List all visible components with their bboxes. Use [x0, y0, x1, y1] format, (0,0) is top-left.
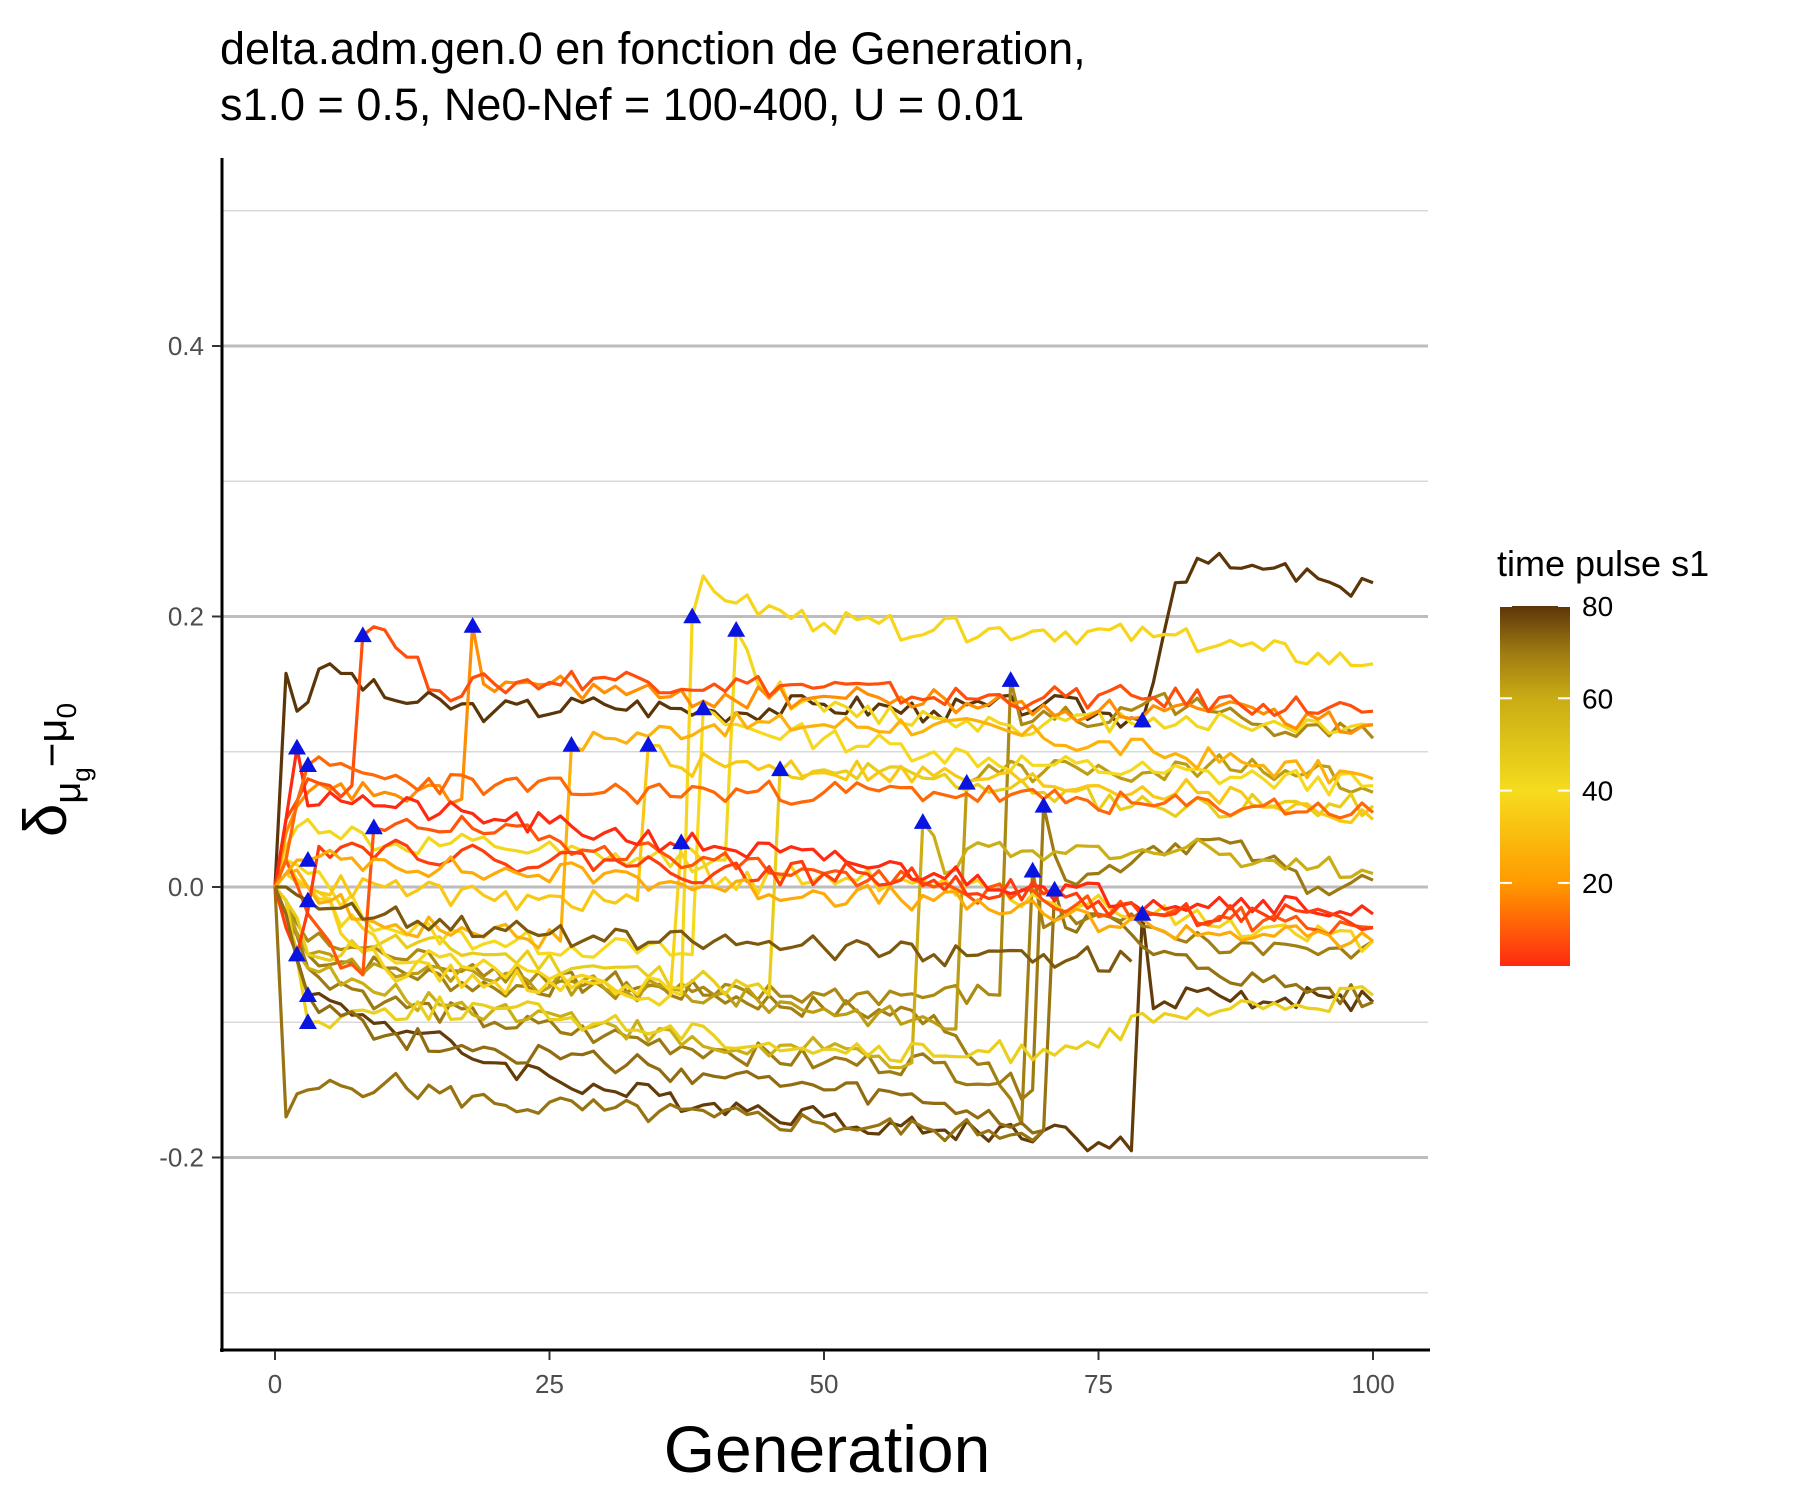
pulse-marker-19 [287, 945, 306, 962]
y-tick-label-3: 0.4 [168, 331, 204, 361]
pulse-marker-8 [771, 760, 790, 777]
y-title-g-subsub: g [66, 767, 96, 781]
pulse-marker-15 [463, 616, 482, 633]
y-axis-ticks: -0.2 0.0 0.2 0.4 [159, 331, 221, 1173]
x-tick-label-4: 100 [1351, 1369, 1394, 1399]
pulse-marker-21 [298, 850, 317, 867]
y-tick-label-2: 0.2 [168, 602, 204, 632]
x-tick-label-2: 50 [810, 1369, 839, 1399]
series-line-15 [273, 624, 1374, 888]
y-title-delta: δ [12, 804, 79, 837]
y-axis-title: δμg−μ0 [12, 703, 96, 837]
pulse-marker-13 [639, 735, 658, 752]
pulse-marker-6 [957, 773, 976, 790]
series-line-23 [275, 885, 1133, 973]
pulse-marker-17 [353, 626, 372, 643]
chart-title-line-1: delta.adm.gen.0 en fonction de Generatio… [220, 23, 1086, 74]
series-line-22 [273, 885, 1374, 1065]
pulse-marker-11 [683, 607, 702, 624]
series-line-14 [273, 711, 1374, 950]
legend-title: time pulse s1 [1497, 543, 1709, 584]
series-lines [273, 551, 1375, 1153]
y-title-minus: − [28, 743, 75, 768]
y-title-mu-sub: μ [47, 782, 89, 804]
svg-text:δμg−μ0: δμg−μ0 [12, 703, 96, 837]
y-tick-label-1: 0.0 [168, 872, 204, 902]
series-line-0 [273, 551, 1374, 888]
pulse-marker-16 [364, 818, 383, 835]
pulse-marker-7 [913, 813, 932, 829]
series-line-24 [273, 886, 1044, 1135]
x-axis-title: Generation [664, 1412, 991, 1486]
colorbar [1500, 606, 1570, 966]
series-line-11 [273, 574, 1374, 997]
x-tick-label-3: 75 [1084, 1369, 1113, 1399]
pulse-marker-5 [1001, 671, 1020, 687]
series-line-20 [273, 755, 1375, 888]
x-tick-label-1: 25 [535, 1369, 564, 1399]
pulse-marker-12 [672, 833, 691, 850]
pulse-marker-14 [562, 735, 581, 752]
series-line-13 [273, 743, 1375, 913]
pulse-marker-24 [298, 986, 317, 1002]
series-line-21 [273, 848, 1374, 949]
gridlines [222, 210, 1428, 1294]
pulse-marker-1 [1133, 905, 1152, 921]
pulse-marker-10 [694, 699, 713, 716]
pulse-marker-20 [298, 756, 317, 773]
colorbar-label-1: 40 [1582, 776, 1613, 807]
series-line-9 [273, 628, 1374, 888]
colorbar-label-0: 20 [1582, 868, 1613, 899]
series-line-3 [273, 804, 1374, 1101]
series-line-8 [273, 762, 1375, 997]
y-title-mu: μ [28, 719, 75, 743]
pulse-marker-3 [1034, 796, 1053, 813]
colorbar-label-2: 60 [1582, 683, 1613, 714]
colorbar-label-3: 80 [1582, 591, 1613, 622]
pulse-marker-2 [1045, 880, 1064, 897]
series-line-1 [273, 885, 1375, 1153]
pulse-marker-23 [298, 891, 317, 908]
x-axis-ticks: 0 25 50 75 100 [268, 1351, 1395, 1399]
pulse-marker-18 [287, 738, 306, 755]
pulse-marker-22 [298, 1013, 317, 1029]
series-line-19 [273, 838, 1374, 957]
colorbar-legend: time pulse s1 20 40 60 80 [1497, 543, 1709, 966]
x-tick-label-0: 0 [268, 1369, 282, 1399]
pulse-markers [287, 607, 1152, 1029]
pulse-marker-0 [1133, 711, 1152, 728]
colorbar-ticks: 20 40 60 80 [1500, 591, 1613, 899]
series-line-2 [273, 886, 1374, 1143]
y-tick-label-0: -0.2 [159, 1143, 204, 1173]
chart-title-line-2: s1.0 = 0.5, Ne0-Nef = 100-400, U = 0.01 [220, 79, 1024, 130]
pulse-marker-4 [1023, 861, 1042, 878]
series-line-17 [273, 625, 1374, 888]
y-title-zero-sub: 0 [51, 703, 82, 719]
pulse-marker-9 [727, 621, 746, 637]
